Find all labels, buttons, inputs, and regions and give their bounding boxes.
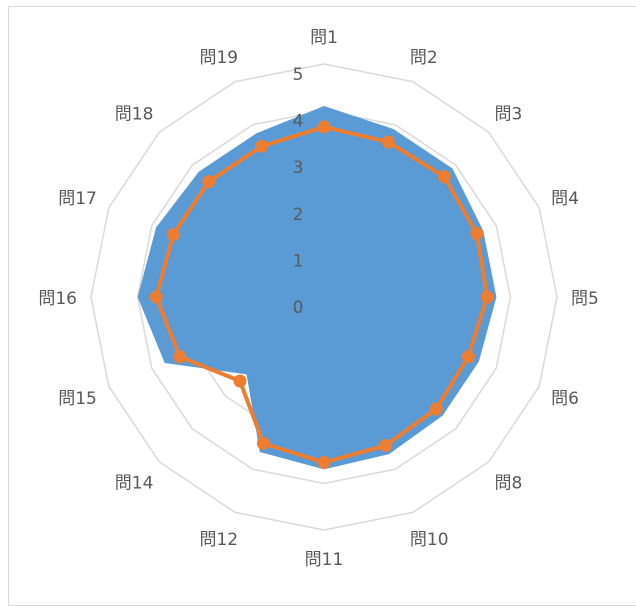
line-point-問18 (202, 175, 216, 189)
category-label-問19: 問19 (199, 48, 238, 68)
tick-label-0: 0 (293, 298, 304, 318)
category-label-問15: 問15 (58, 389, 97, 409)
category-label-問5: 問5 (571, 289, 599, 309)
line-point-問2 (381, 135, 395, 149)
tick-label-5: 5 (293, 65, 304, 85)
tick-label-2: 2 (293, 205, 304, 225)
category-label-問14: 問14 (115, 474, 154, 494)
category-label-問1: 問1 (310, 28, 338, 48)
category-label-問16: 問16 (38, 289, 77, 309)
line-point-問8 (429, 402, 443, 416)
line-point-問19 (255, 139, 269, 153)
line-point-問3 (437, 170, 451, 184)
category-label-問8: 問8 (495, 474, 523, 494)
line-point-問4 (470, 227, 484, 241)
line-point-問1 (317, 120, 331, 134)
radial-ticks: 0 1 2 3 4 5 (293, 65, 304, 318)
line-point-問10 (379, 439, 393, 453)
grid-ring-4 (136, 109, 512, 485)
category-label-問12: 問12 (199, 530, 238, 550)
category-labels: 問1 問2 問3 問4 問5 問6 問8 問10 問11 問12 問14 問15 問16 問17 問18 問1… (38, 28, 598, 570)
line-point-問16 (149, 290, 163, 304)
category-label-問11: 問11 (305, 550, 344, 570)
series-area (137, 105, 497, 470)
line-point-問11 (317, 455, 331, 469)
series-line (149, 120, 494, 469)
tick-label-3: 3 (293, 158, 304, 178)
line-point-問17 (166, 228, 180, 242)
line-point-問6 (461, 350, 475, 364)
line-point-問5 (480, 290, 494, 304)
category-label-問6: 問6 (551, 389, 579, 409)
area-series-shape (137, 105, 497, 470)
tick-label-4: 4 (293, 112, 304, 132)
line-point-問14 (233, 374, 247, 388)
line-point-問12 (256, 436, 270, 450)
category-label-問18: 問18 (115, 104, 154, 124)
grid-ring-5 (90, 63, 558, 531)
tick-label-1: 1 (293, 251, 304, 271)
category-label-問2: 問2 (410, 48, 438, 68)
category-label-問10: 問10 (410, 530, 449, 550)
category-label-問17: 問17 (58, 189, 97, 209)
line-point-問15 (173, 350, 187, 364)
category-label-問4: 問4 (551, 189, 579, 209)
category-label-問3: 問3 (495, 104, 523, 124)
